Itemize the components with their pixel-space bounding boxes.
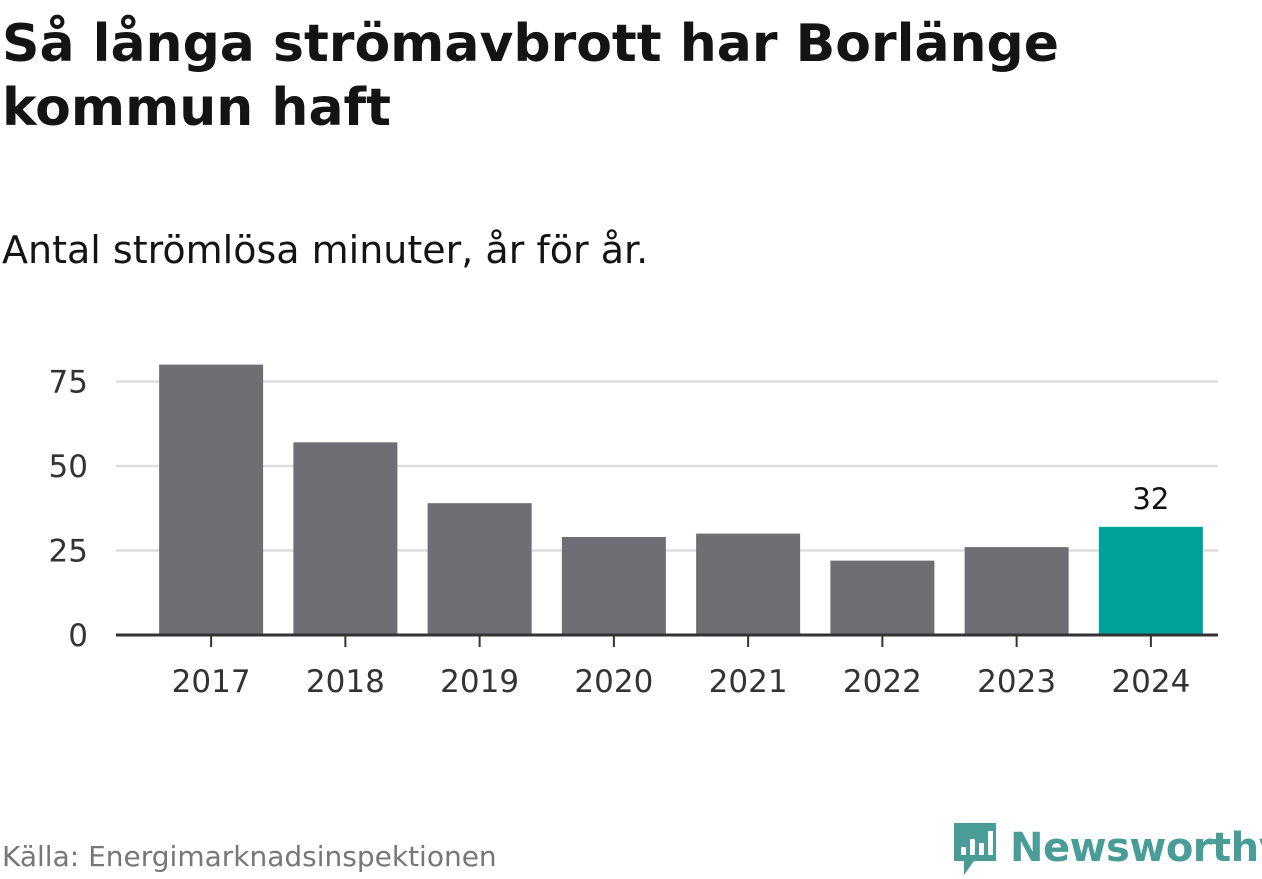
x-tick-label-2018: 2018 [306, 664, 385, 700]
chart-subtitle: Antal strömlösa minuter, år för år. [2, 228, 649, 272]
y-tick-label-0: 0 [68, 618, 88, 654]
y-tick-label-50: 50 [49, 449, 88, 485]
bar-2024 [1098, 526, 1203, 635]
newsworthy-logo-icon [954, 823, 996, 875]
bar-2022 [830, 560, 935, 635]
x-tick-label-2021: 2021 [709, 664, 788, 700]
x-tick-label-2020: 2020 [574, 664, 653, 700]
x-tick-label-2023: 2023 [977, 664, 1056, 700]
x-tick-label-2024: 2024 [1111, 664, 1190, 700]
y-tick-label-25: 25 [49, 534, 88, 570]
newsworthy-logo-text: Newsworthy [1010, 825, 1262, 871]
source-note: Källa: Energimarknadsinspektionen [2, 840, 497, 873]
bar-chart: 0 25 50 75 2017 2018 2019 2020 2021 2022 2023 2024 3… [49, 364, 1218, 700]
bar-2020 [561, 536, 666, 635]
y-tick-label-75: 75 [49, 365, 88, 401]
x-tick-label-2022: 2022 [843, 664, 922, 700]
x-tick-label-2019: 2019 [440, 664, 519, 700]
bar-2019 [427, 503, 532, 635]
bar-2021 [696, 533, 801, 635]
newsworthy-logo: Newsworthy [950, 818, 1262, 878]
data-label-2024: 32 [1132, 482, 1169, 516]
bar-2018 [293, 442, 398, 635]
bar-2023 [964, 547, 1069, 635]
x-tick-label-2017: 2017 [172, 664, 251, 700]
bar-2017 [159, 364, 264, 635]
chart-title: Så långa strömavbrott har Borlänge kommu… [2, 14, 1060, 138]
